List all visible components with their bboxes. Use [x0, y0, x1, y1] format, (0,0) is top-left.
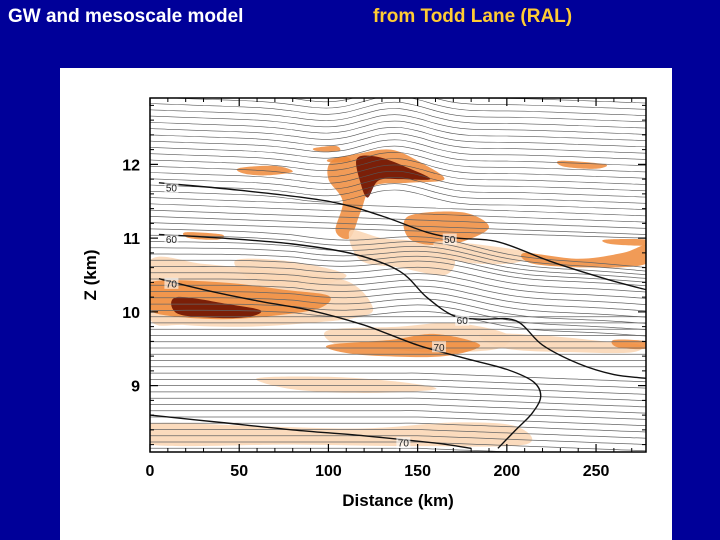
x-tick-label: 150: [404, 463, 431, 480]
shaded-region-mid: [312, 145, 341, 152]
isentrope-line: [150, 114, 646, 135]
isentrope-line: [150, 216, 646, 235]
plot-frame: [149, 97, 647, 453]
isentrope-line: [150, 303, 646, 331]
speed-contour-70: [150, 414, 472, 449]
contour-label: 50: [444, 235, 456, 246]
tick-layer: 0 50 100 150 200 250 9 10 11 12: [122, 98, 646, 480]
isentrope-line: [150, 197, 646, 217]
isentrope-line: [150, 222, 646, 239]
isentrope-line: [150, 284, 646, 312]
figure-panel: 50 60 70 50 60 70 70 0 50 100 150 200 250 9 10 11 12 Di…: [60, 68, 672, 540]
x-tick-label: 0: [146, 463, 155, 480]
isentrope-line: [150, 272, 646, 299]
isentrope-line: [150, 183, 646, 204]
isentrope-line: [150, 429, 646, 439]
isentrope-line: [150, 145, 646, 166]
contour-label-bg: [442, 233, 457, 245]
isentrope-line: [150, 164, 646, 185]
shaded-region-light: [150, 422, 533, 447]
isentrope-line: [150, 385, 646, 395]
isentrope-line: [150, 152, 646, 173]
slide-credit: from Todd Lane (RAL): [373, 6, 573, 27]
shading-layer: [150, 145, 646, 447]
y-tick-label: 11: [123, 231, 140, 248]
isentrope-line: [150, 108, 646, 129]
speed-contour-50: [158, 182, 646, 291]
contour-label-bg: [164, 277, 179, 289]
contour-label-bg: [396, 437, 411, 449]
isentrope-line: [150, 410, 646, 420]
contour-chart: 50 60 70 50 60 70 70 0 50 100 150 200 250 9 10 11 12 Di…: [81, 77, 650, 510]
isentrope-line: [150, 278, 646, 306]
x-tick-label: 200: [493, 463, 520, 480]
isentrope-line: [150, 247, 646, 279]
isentrope-line: [150, 391, 646, 401]
isentrope-line: [150, 203, 646, 223]
isentrope-line: [150, 241, 646, 276]
isentrope-layer: [150, 77, 650, 452]
isentrope-line: [150, 158, 646, 179]
contour-label-bg: [455, 314, 470, 326]
isentrope-line: [150, 297, 646, 324]
isentrope-line: [150, 416, 646, 427]
isentrope-line: [150, 170, 646, 192]
isentrope-line: [150, 403, 646, 414]
shaded-region-dark: [171, 296, 262, 319]
isentrope-line: [150, 101, 646, 123]
shaded-region-mid: [326, 156, 351, 163]
isentrope-line: [161, 98, 646, 116]
y-tick-label: 12: [122, 157, 140, 174]
isentrope-line: [150, 259, 646, 287]
contour-label: 60: [166, 235, 178, 246]
speed-contour-70: [158, 278, 542, 449]
isentrope-line: [150, 209, 646, 229]
isentrope-line: [150, 189, 646, 210]
isentrope-line: [150, 291, 646, 318]
speed-contour-60: [158, 233, 646, 379]
shaded-region-mid: [602, 238, 646, 246]
contour-label: 60: [457, 316, 469, 327]
isentrope-line: [150, 120, 646, 141]
contour-label: 70: [433, 343, 445, 354]
contour-label: 50: [166, 183, 178, 194]
contour-label: 70: [398, 439, 410, 450]
contour-label-bg: [432, 341, 447, 353]
isentrope-line: [150, 266, 646, 293]
isentrope-line: [150, 253, 646, 283]
shaded-region-mid: [521, 245, 646, 268]
isentrope-line: [150, 372, 646, 383]
isentrope-line: [150, 177, 646, 198]
contour-label-bg: [164, 181, 179, 193]
x-tick-label: 50: [230, 463, 248, 480]
isentrope-line: [150, 309, 646, 337]
isentrope-line: [150, 397, 646, 408]
x-tick-label: 100: [315, 463, 342, 480]
isentrope-line: [469, 98, 646, 104]
slide-title: GW and mesoscale model: [8, 6, 244, 27]
isentrope-line: [150, 133, 646, 154]
y-axis-title: Z (km): [81, 250, 100, 301]
x-axis-title: Distance (km): [342, 491, 453, 510]
isentrope-line: [286, 98, 646, 110]
contour-label-bg: [164, 233, 179, 245]
shaded-region-light: [256, 376, 437, 393]
isentrope-line: [150, 126, 646, 148]
contour-label: 70: [166, 279, 178, 290]
y-tick-label: 10: [122, 305, 140, 322]
y-tick-label: 9: [131, 379, 140, 396]
isentrope-line: [150, 378, 646, 389]
x-tick-label: 250: [583, 463, 610, 480]
isentrope-line: [150, 77, 650, 97]
speed-contour-layer: 50 60 70 50 60 70 70: [150, 181, 646, 450]
isentrope-line: [150, 435, 646, 445]
shaded-region-dark: [356, 155, 431, 198]
isentrope-line: [150, 139, 646, 160]
isentrope-line: [150, 228, 646, 268]
shaded-region-mid: [556, 160, 608, 169]
isentrope-line: [150, 234, 646, 272]
